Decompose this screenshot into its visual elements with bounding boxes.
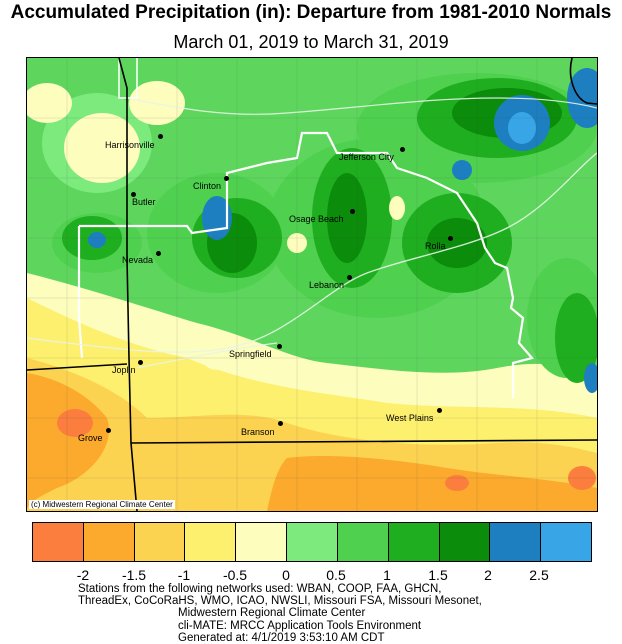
city-label-nevada: Nevada [122,255,154,265]
city-label-butler: Butler [132,197,156,207]
notes-line: Stations from the following networks use… [78,583,442,595]
legend-swatch [541,523,591,561]
legend-tick-label: -0.5 [222,567,248,583]
legend-swatch [83,523,135,561]
map-subtitle: March 01, 2019 to March 31, 2019 [173,32,449,52]
notes-line: ThreadEx, CoCoRaHS, WMO, ICAO, NWSLI, Mi… [78,595,482,608]
city-label-lebanon: Lebanon [309,280,345,290]
data-source-notes: Stations from the following networks use… [78,583,482,644]
legend-swatch [388,523,440,561]
city-dot-harrisonville [158,134,163,139]
city-dot-rolla [448,236,453,241]
legend-swatch [33,523,84,561]
city-label-joplin: Joplin [112,365,136,375]
legend-swatch [287,523,338,561]
legend-swatch [236,523,288,561]
legend-swatch [134,523,186,561]
notes-line: Midwestern Regional Climate Center [178,607,366,620]
legend-tick-label: -1.5 [121,567,147,583]
city-label-jefferson-city: Jefferson City [339,152,394,162]
city-dot-west-plains [437,408,442,413]
city-dot-osage-beach [350,209,355,214]
map-shading [27,58,597,511]
city-dot-nevada [156,251,161,256]
legend-tick-label: -2 [76,567,90,583]
city-dot-lebanon [347,275,352,280]
city-dot-grove [106,428,111,433]
notes-line: Generated at: 4/1/2019 3:53:10 AM CDT [178,631,385,644]
city-label-springfield: Springfield [229,349,272,359]
city-label-rolla: Rolla [425,241,446,251]
legend-tick-label: 1 [383,567,391,583]
city-dot-butler [131,192,136,197]
map-credit: (c) Midwestern Regional Climate Center [29,500,175,509]
legend-tick-label: 0 [282,567,290,583]
legend-swatch [185,523,237,561]
legend-swatch [439,523,491,561]
city-dot-springfield [277,344,282,349]
city-label-osage-beach: Osage Beach [289,214,344,224]
city-dot-joplin [138,360,143,365]
city-dot-branson [278,421,283,426]
precipitation-map: Harrisonville Jefferson City Butler Clin… [26,57,598,512]
legend-tick-label: 2 [484,567,492,583]
legend-tick-label: -1 [177,567,191,583]
city-dot-clinton [224,176,229,181]
city-label-grove: Grove [78,433,103,443]
color-legend [32,522,592,562]
legend-tick-label: 2.5 [529,567,549,583]
legend-swatch [337,523,389,561]
city-dot-jefferson-city [400,147,405,152]
legend-tick-label: 1.5 [428,567,448,583]
notes-line: cli-MATE: MRCC Application Tools Environ… [178,619,422,632]
city-label-west-plains: West Plains [386,413,434,423]
city-label-branson: Branson [241,427,275,437]
map-title: Accumulated Precipitation (in): Departur… [10,2,612,23]
legend-tick-label: 0.5 [326,567,346,583]
legend-swatch [490,523,542,561]
city-label-harrisonville: Harrisonville [105,140,155,150]
city-label-clinton: Clinton [193,181,222,191]
